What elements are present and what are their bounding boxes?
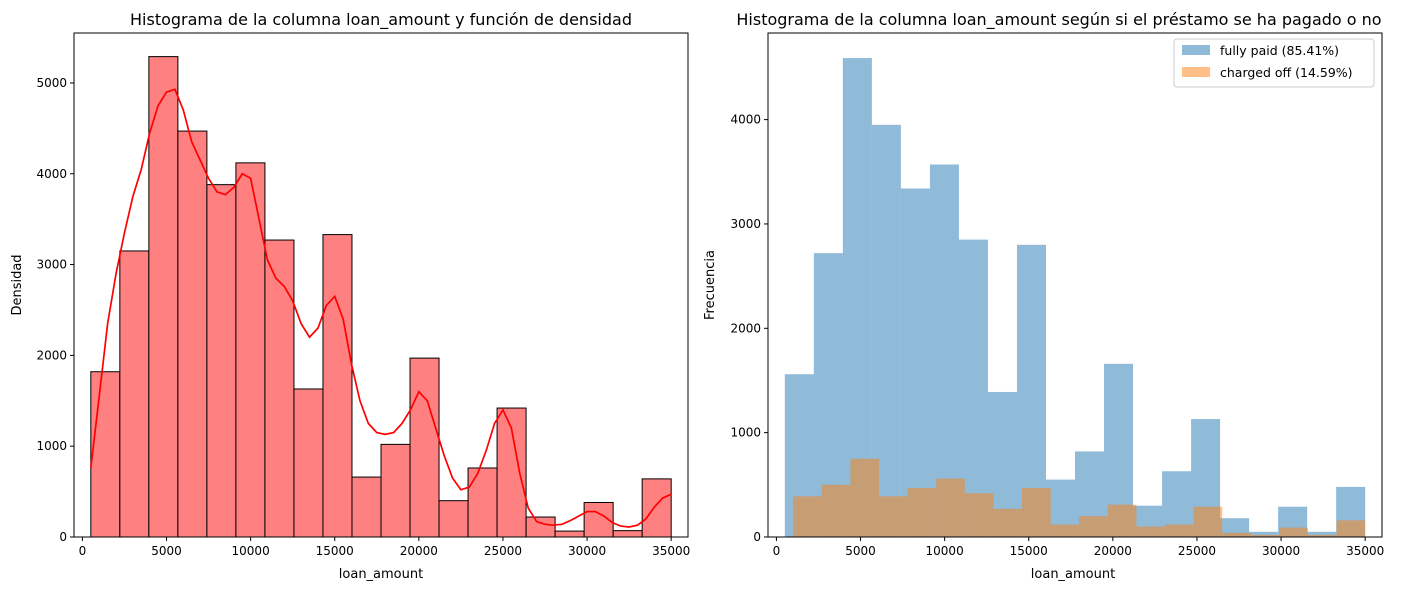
chart-left-axes-frame [73, 32, 689, 538]
histogram-bar [148, 56, 179, 538]
histogram-bar [235, 162, 266, 538]
chart-left-y-ticks: 0 1000 2000 3000 4000 5000 [36, 76, 74, 544]
histogram-bar [525, 516, 556, 538]
histogram-bar [821, 484, 851, 537]
histogram-bar [612, 530, 643, 538]
histogram-bar [900, 188, 930, 537]
histogram-bar [936, 478, 965, 537]
chart-right-y-tick-label: 3000 [730, 217, 761, 231]
chart-right-histogram-by-status: Histograma de la columna loan_amount seg… [703, 10, 1384, 582]
chart-right-x-label: loan_amount [1031, 567, 1115, 582]
chart-left-title: Histograma de la columna loan_amount y f… [130, 10, 632, 30]
chart-right-y-ticks: 0 1000 2000 3000 4000 [730, 113, 768, 544]
histogram-bar [1336, 520, 1366, 537]
histogram-bar [293, 388, 324, 538]
histogram-bar [264, 239, 295, 538]
histogram-bar [1250, 534, 1280, 537]
histogram-bar [322, 234, 353, 538]
histogram-bar [1136, 526, 1165, 537]
histogram-bar [1079, 516, 1108, 537]
histogram-bar [1279, 527, 1308, 537]
legend-swatch-charged-off [1182, 67, 1210, 77]
chart-left-y-label: Densidad [10, 254, 25, 315]
chart-right-axes-frame [767, 32, 1383, 538]
histogram-bar [1050, 524, 1080, 537]
chart-left-x-ticks: 0 5000 10000 15000 20000 25000 30000 35000 [79, 537, 690, 558]
histogram-bar [1222, 532, 1251, 537]
chart-right-title: Histograma de la columna loan_amount seg… [736, 10, 1381, 30]
chart-right-x-tick-label: 35000 [1346, 544, 1384, 558]
histogram-bar [1164, 524, 1194, 537]
histogram-bar [409, 357, 440, 538]
histogram-bar [206, 184, 237, 538]
chart-left-histogram-density: Histograma de la columna loan_amount y f… [10, 10, 690, 582]
histogram-bar [438, 500, 469, 538]
histogram-bar [1307, 534, 1337, 537]
histogram-bar [1022, 487, 1051, 537]
histogram-bar [641, 478, 672, 538]
chart-left-y-tick-label: 2000 [36, 348, 67, 362]
chart-right-y-tick-label: 1000 [730, 426, 761, 440]
chart-left-kde-line [89, 88, 672, 528]
histogram-bar [554, 530, 585, 538]
legend-swatch-fully-paid [1182, 45, 1210, 55]
chart-right-y-tick-label: 2000 [730, 321, 761, 335]
chart-right-x-tick-label: 15000 [1010, 544, 1048, 558]
histogram-bar [879, 496, 908, 537]
histogram-bar [842, 58, 872, 537]
chart-left-x-tick-label: 0 [79, 544, 87, 558]
chart-left-bars [90, 56, 672, 538]
chart-right-x-tick-label: 20000 [1094, 544, 1132, 558]
chart-left-x-tick-label: 35000 [652, 544, 690, 558]
chart-right-x-tick-label: 0 [773, 544, 781, 558]
chart-left-y-tick-label: 1000 [36, 439, 67, 453]
chart-right-y-tick-label: 0 [753, 530, 761, 544]
chart-left-x-tick-label: 25000 [484, 544, 522, 558]
histogram-bar [467, 467, 498, 538]
chart-right-legend: fully paid (85.41%) charged off (14.59%) [1173, 38, 1375, 88]
histogram-bar [993, 508, 1023, 537]
histogram-bar [380, 443, 411, 538]
histogram-bar [1107, 504, 1137, 537]
chart-left-x-tick-label: 10000 [232, 544, 270, 558]
chart-left-y-tick-label: 3000 [36, 258, 67, 272]
chart-left-x-tick-label: 5000 [151, 544, 182, 558]
series-charged-off [793, 458, 1366, 537]
histogram-bar [177, 130, 208, 538]
chart-left-y-tick-label: 4000 [36, 167, 67, 181]
chart-left-x-tick-label: 20000 [400, 544, 438, 558]
histogram-bar [964, 493, 994, 537]
legend-label-fully-paid: fully paid (85.41%) [1220, 43, 1339, 58]
histogram-bar [1249, 531, 1279, 537]
chart-right-bars [784, 58, 1366, 538]
chart-left-y-tick-label: 0 [59, 530, 67, 544]
histogram-bar [850, 458, 880, 537]
chart-right-y-label: Frecuencia [703, 250, 718, 320]
histogram-bar [90, 371, 121, 538]
histogram-bar [1220, 518, 1250, 537]
chart-left-x-tick-label: 15000 [316, 544, 354, 558]
histogram-bar [119, 250, 150, 538]
chart-left-x-tick-label: 30000 [568, 544, 606, 558]
legend-label-charged-off: charged off (14.59%) [1220, 65, 1353, 80]
chart-right-y-tick-label: 4000 [730, 113, 761, 127]
histogram-bar [351, 476, 382, 538]
histogram-bar [1307, 531, 1337, 537]
chart-left-x-label: loan_amount [339, 567, 423, 582]
legend-box [1173, 38, 1375, 88]
chart-left-y-tick-label: 5000 [36, 76, 67, 90]
histogram-bar [929, 164, 959, 537]
histogram-bar [793, 496, 822, 537]
chart-right-x-tick-label: 10000 [926, 544, 964, 558]
chart-right-x-tick-label: 30000 [1262, 544, 1300, 558]
histogram-bar [907, 487, 937, 537]
chart-right-x-ticks: 0 5000 10000 15000 20000 25000 30000 35000 [773, 537, 1384, 558]
chart-right-x-tick-label: 25000 [1178, 544, 1216, 558]
chart-right-x-tick-label: 5000 [845, 544, 876, 558]
histogram-bar [1193, 506, 1223, 537]
